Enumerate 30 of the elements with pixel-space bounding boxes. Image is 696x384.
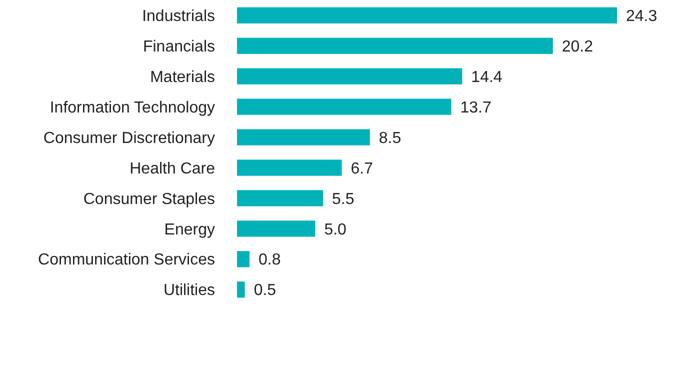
data-label: 8.5	[378, 130, 402, 147]
data-label: 20.2	[562, 38, 594, 56]
y-tick-label: Materials	[150, 68, 215, 86]
bar	[237, 129, 370, 146]
data-label: 5.5	[332, 190, 354, 208]
bar	[237, 251, 250, 268]
bar	[237, 68, 462, 84]
y-tick-label: Consumer Staples	[83, 190, 215, 208]
bar	[237, 220, 316, 237]
data-label: 14.4	[471, 68, 502, 86]
y-tick-label: Financials	[142, 38, 215, 56]
y-tick-label: Utilities	[163, 282, 215, 300]
bar	[237, 7, 617, 24]
data-label: 5.0	[324, 221, 347, 238]
data-label: 24.3	[626, 8, 658, 25]
data-label: 13.7	[460, 99, 492, 116]
data-label: 0.5	[254, 282, 276, 300]
y-tick-label: Industrials	[142, 8, 215, 25]
bar	[237, 38, 553, 54]
y-tick-label: Information Technology	[50, 99, 215, 116]
y-tick-label: Energy	[164, 221, 215, 238]
bar	[237, 190, 324, 206]
y-tick-label: Communication Services	[38, 252, 215, 269]
bar	[237, 282, 245, 298]
data-label: 6.7	[350, 160, 374, 178]
bar	[237, 98, 452, 115]
y-tick-label: Consumer Discretionary	[43, 130, 215, 147]
y-tick-label: Health Care	[130, 160, 216, 178]
data-label: 0.8	[258, 252, 281, 269]
bar	[237, 160, 342, 176]
